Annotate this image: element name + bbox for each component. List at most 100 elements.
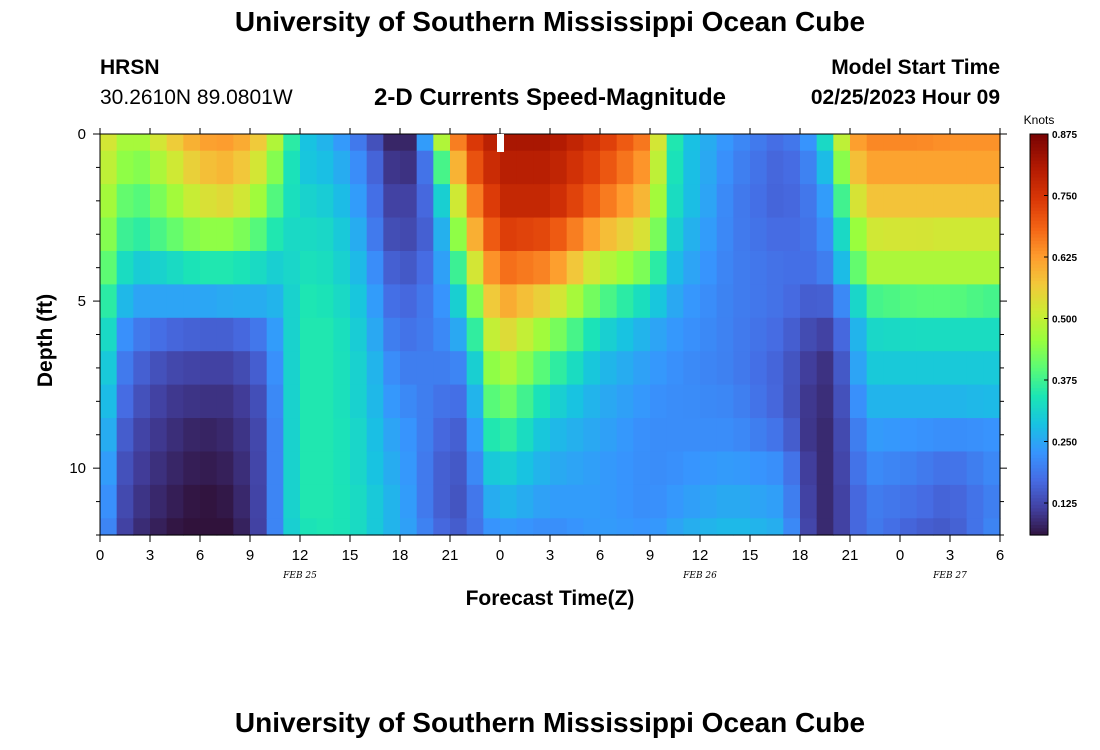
- heatmap-cell: [150, 217, 168, 252]
- heatmap-cell: [183, 518, 201, 536]
- heatmap-cell: [966, 184, 984, 219]
- heatmap-cell: [266, 351, 284, 386]
- heatmap-cell: [616, 317, 634, 352]
- colorbar-segment: [1030, 441, 1048, 446]
- heatmap-cell: [433, 250, 451, 285]
- colorbar-segment: [1030, 404, 1048, 409]
- heatmap-cell: [133, 518, 151, 536]
- heatmap-cell: [433, 451, 451, 486]
- heatmap-cell: [466, 250, 484, 285]
- heatmap-cell: [850, 418, 868, 453]
- heatmap-cell: [900, 384, 918, 419]
- heatmap-cell: [150, 418, 168, 453]
- heatmap-cell: [866, 134, 884, 152]
- colorbar-segment: [1030, 147, 1048, 152]
- heatmap-cell: [666, 184, 684, 219]
- heatmap-cell: [900, 418, 918, 453]
- colorbar-segment: [1030, 174, 1048, 179]
- heatmap-cell: [550, 484, 568, 519]
- heatmap-cell: [200, 351, 218, 386]
- x-tick-label: 15: [342, 547, 359, 564]
- heatmap-cell: [116, 518, 134, 536]
- heatmap-cell: [266, 217, 284, 252]
- heatmap-cell: [150, 250, 168, 285]
- heatmap-cell: [350, 418, 368, 453]
- heatmap-cell: [100, 384, 118, 419]
- heatmap-cell: [733, 134, 751, 152]
- x-tick-label: 21: [842, 547, 859, 564]
- heatmap-cell: [566, 418, 584, 453]
- colorbar-segment: [1030, 367, 1048, 372]
- heatmap-cell: [316, 217, 334, 252]
- colorbar-segment: [1030, 324, 1048, 329]
- heatmap-cell: [633, 150, 651, 185]
- heatmap-cell: [950, 134, 968, 152]
- heatmap-cell: [933, 484, 951, 519]
- colorbar-segment: [1030, 234, 1048, 239]
- heatmap-cell: [850, 351, 868, 386]
- heatmap-cell: [450, 351, 468, 386]
- heatmap-cell: [583, 284, 601, 319]
- colorbar-tick-label: 0.875: [1052, 130, 1077, 141]
- heatmap-cell: [883, 150, 901, 185]
- heatmap-cell: [316, 451, 334, 486]
- heatmap-cell: [933, 134, 951, 152]
- heatmap-cell: [583, 484, 601, 519]
- heatmap-cell: [650, 384, 668, 419]
- colorbar-tick-label: 0.750: [1052, 192, 1077, 203]
- heatmap-cell: [683, 451, 701, 486]
- heatmap-cell: [600, 384, 618, 419]
- heatmap-cell: [316, 134, 334, 152]
- heatmap-cell: [616, 184, 634, 219]
- heatmap-cell: [333, 384, 351, 419]
- heatmap-cell: [583, 134, 601, 152]
- heatmap-cell: [250, 134, 268, 152]
- heatmap-cell: [600, 317, 618, 352]
- heatmap-cell: [683, 217, 701, 252]
- heatmap-cell: [216, 317, 234, 352]
- heatmap-cell: [433, 217, 451, 252]
- heatmap-cell: [866, 317, 884, 352]
- heatmap-cell: [266, 484, 284, 519]
- heatmap-cell: [833, 134, 851, 152]
- colorbar-segment: [1030, 237, 1048, 242]
- heatmap-cell: [383, 317, 401, 352]
- heatmap-cell: [300, 451, 318, 486]
- heatmap-cell: [766, 518, 784, 536]
- heatmap-cell: [666, 418, 684, 453]
- heatmap-cell: [683, 384, 701, 419]
- heatmap-cell: [750, 250, 768, 285]
- heatmap-cell: [416, 134, 434, 152]
- date-label: FEB 27: [932, 571, 967, 581]
- heatmap-cell: [833, 184, 851, 219]
- heatmap-cell: [366, 284, 384, 319]
- heatmap-cell: [833, 484, 851, 519]
- heatmap-cell: [483, 518, 501, 536]
- heatmap-cell: [533, 317, 551, 352]
- heatmap-cell: [700, 451, 718, 486]
- heatmap-cell: [600, 518, 618, 536]
- colorbar-segment: [1030, 494, 1048, 499]
- heatmap-cell: [283, 184, 301, 219]
- heatmap-cell: [966, 451, 984, 486]
- heatmap-cell: [750, 418, 768, 453]
- heatmap-cell: [733, 351, 751, 386]
- heatmap-cell: [500, 484, 518, 519]
- x-axis-title: Forecast Time(Z): [466, 587, 635, 610]
- heatmap-cell: [800, 384, 818, 419]
- heatmap-cell: [800, 351, 818, 386]
- colorbar-segment: [1030, 207, 1048, 212]
- heatmap-cell: [166, 134, 184, 152]
- heatmap-cell: [916, 484, 934, 519]
- colorbar-segment: [1030, 421, 1048, 426]
- heatmap-cell: [783, 150, 801, 185]
- heatmap-cell: [166, 484, 184, 519]
- heatmap-cell: [750, 451, 768, 486]
- x-tick-label: 6: [596, 547, 604, 564]
- colorbar-segment: [1030, 144, 1048, 148]
- heatmap-cell: [483, 451, 501, 486]
- heatmap-cell: [416, 418, 434, 453]
- heatmap-cell: [750, 317, 768, 352]
- heatmap-cell: [666, 284, 684, 319]
- heatmap-cell: [816, 184, 834, 219]
